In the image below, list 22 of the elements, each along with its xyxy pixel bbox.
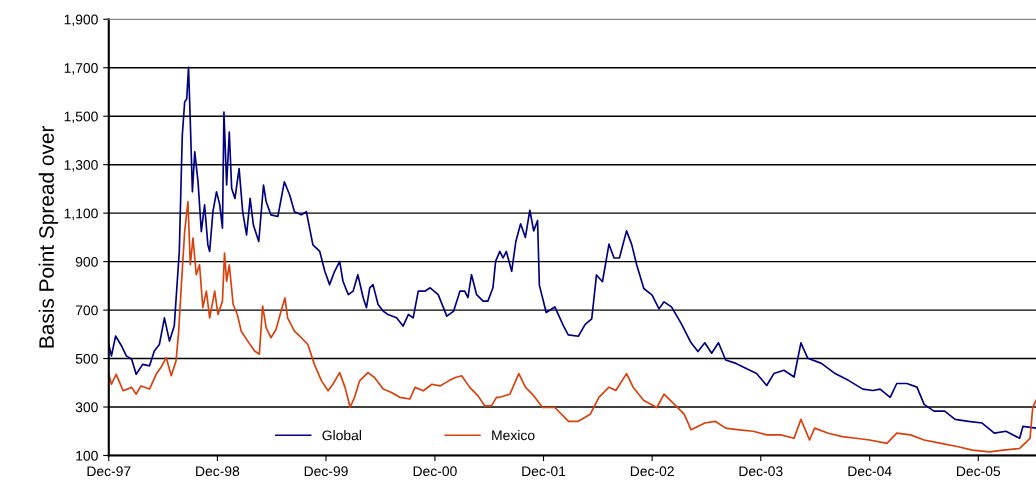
y-tick-label: 1,900 <box>64 14 98 27</box>
x-tick-label: Dec-04 <box>848 466 892 477</box>
x-tick-label: Dec-02 <box>630 466 674 477</box>
legend-label: Mexico <box>492 430 535 441</box>
x-tick-label: Dec-01 <box>522 466 566 477</box>
y-tick-label: 900 <box>75 256 98 267</box>
legend-label: Global <box>322 430 361 441</box>
y-tick-label: 1,300 <box>64 160 98 172</box>
y-tick-label: 1,500 <box>64 111 98 124</box>
y-tick-label: 1,700 <box>64 63 98 75</box>
y-tick-label: 1,100 <box>64 208 98 220</box>
x-tick-label: Dec-05 <box>957 466 1001 477</box>
x-tick-label: Dec-97 <box>87 466 131 477</box>
x-tick-label: Dec-99 <box>304 466 348 477</box>
y-tick-label: 300 <box>75 402 98 413</box>
y-tick-label: 700 <box>75 305 98 316</box>
x-tick-label: Dec-03 <box>739 466 783 477</box>
x-tick-label: Dec-00 <box>413 466 457 477</box>
x-tick-label: Dec-98 <box>196 466 240 477</box>
y-tick-label: 500 <box>75 353 98 364</box>
y-tick-label: 100 <box>76 450 98 461</box>
y-axis-title: Basis Point Spread over <box>38 125 59 348</box>
